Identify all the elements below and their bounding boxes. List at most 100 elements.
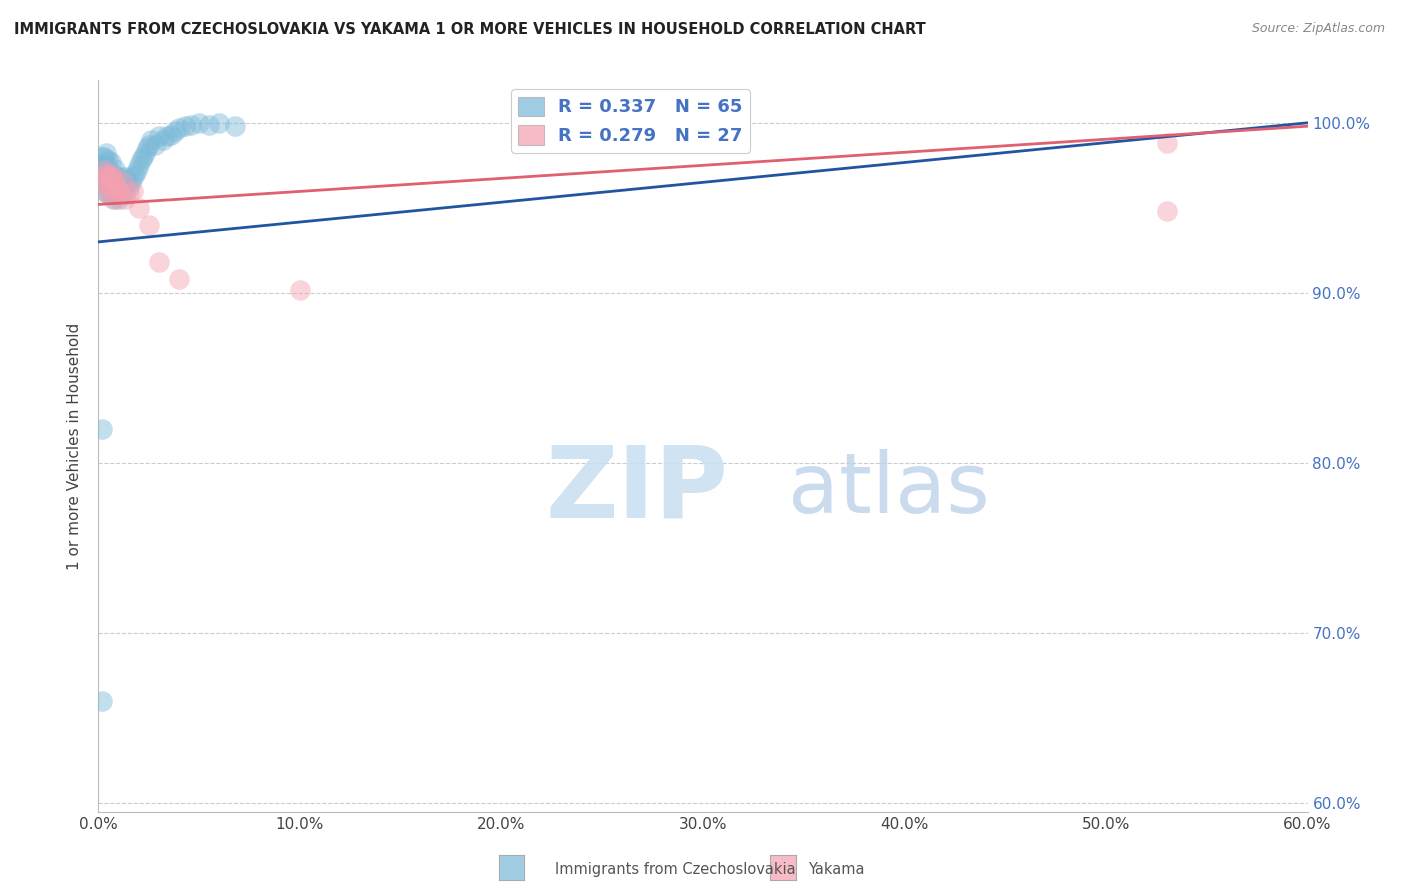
Point [103, 192, 125, 206]
Point [91, 422, 114, 436]
Point [180, 118, 202, 132]
Point [91, 150, 114, 164]
Point [101, 170, 124, 185]
Point [224, 119, 246, 133]
Point [1156, 204, 1178, 219]
Point [100, 187, 122, 202]
Text: atlas: atlas [787, 450, 990, 531]
Point [110, 170, 132, 185]
Point [148, 255, 170, 269]
Point [103, 175, 125, 189]
Point [97, 163, 120, 178]
Point [101, 192, 124, 206]
Point [120, 175, 142, 189]
Point [100, 155, 122, 169]
Point [100, 180, 122, 194]
Point [208, 116, 231, 130]
Point [114, 170, 136, 185]
Point [97, 187, 120, 202]
Point [101, 187, 124, 202]
Point [91, 170, 114, 185]
Text: IMMIGRANTS FROM CZECHOSLOVAKIA VS YAKAMA 1 OR MORE VEHICLES IN HOUSEHOLD CORRELA: IMMIGRANTS FROM CZECHOSLOVAKIA VS YAKAMA… [14, 22, 925, 37]
Point [128, 158, 150, 172]
Point [89, 175, 111, 189]
Point [93, 163, 115, 178]
Point [100, 178, 122, 193]
Point [96, 167, 118, 181]
Point [93, 175, 115, 189]
Point [135, 141, 157, 155]
Point [125, 163, 148, 178]
Point [134, 146, 156, 161]
Point [93, 158, 115, 172]
Point [124, 167, 146, 181]
Point [93, 167, 115, 181]
Point [163, 124, 186, 138]
Point [107, 175, 129, 189]
Point [167, 272, 190, 286]
Text: Source: ZipAtlas.com: Source: ZipAtlas.com [1251, 22, 1385, 36]
Point [100, 167, 122, 181]
Point [100, 167, 122, 181]
Point [128, 201, 150, 215]
Point [118, 187, 141, 202]
Point [89, 163, 111, 178]
Point [101, 178, 124, 193]
Point [160, 128, 183, 142]
Point [101, 167, 124, 181]
Point [1156, 136, 1178, 151]
Point [105, 170, 128, 185]
Point [97, 153, 120, 168]
Point [138, 137, 160, 152]
Point [118, 180, 141, 194]
Point [138, 218, 160, 232]
Point [139, 133, 162, 147]
Point [107, 184, 129, 198]
Text: ZIP: ZIP [546, 442, 728, 539]
Point [103, 175, 125, 189]
Point [96, 170, 118, 185]
Point [110, 187, 132, 202]
Point [132, 150, 155, 164]
Point [93, 150, 115, 164]
Point [103, 161, 125, 176]
Text: Yakama: Yakama [808, 863, 865, 877]
Point [114, 192, 136, 206]
Point [89, 175, 111, 189]
Point [156, 129, 179, 144]
Point [111, 180, 134, 194]
Point [96, 146, 118, 161]
Point [105, 184, 128, 198]
Text: Immigrants from Czechoslovakia: Immigrants from Czechoslovakia [555, 863, 796, 877]
Legend: R = 0.337   N = 65, R = 0.279   N = 27: R = 0.337 N = 65, R = 0.279 N = 27 [512, 89, 749, 153]
Point [96, 158, 118, 172]
Point [103, 187, 125, 202]
Point [91, 694, 114, 708]
Point [288, 283, 311, 297]
Point [96, 180, 118, 194]
Point [167, 120, 190, 135]
Point [152, 133, 174, 147]
Point [121, 184, 143, 198]
Point [110, 187, 132, 202]
Point [96, 180, 118, 194]
Point [115, 175, 138, 189]
Point [121, 170, 143, 185]
Point [91, 170, 114, 185]
Point [114, 187, 136, 202]
Point [129, 153, 152, 168]
Point [107, 192, 129, 206]
Y-axis label: 1 or more Vehicles in Household: 1 or more Vehicles in Household [67, 322, 83, 570]
Point [97, 187, 120, 202]
Point [91, 158, 114, 172]
Point [148, 129, 170, 144]
Point [188, 116, 211, 130]
Point [93, 184, 115, 198]
Point [97, 170, 120, 185]
Point [111, 175, 134, 189]
Point [143, 137, 166, 152]
Point [174, 119, 197, 133]
Point [97, 175, 120, 189]
Point [105, 180, 128, 194]
Point [198, 118, 221, 132]
